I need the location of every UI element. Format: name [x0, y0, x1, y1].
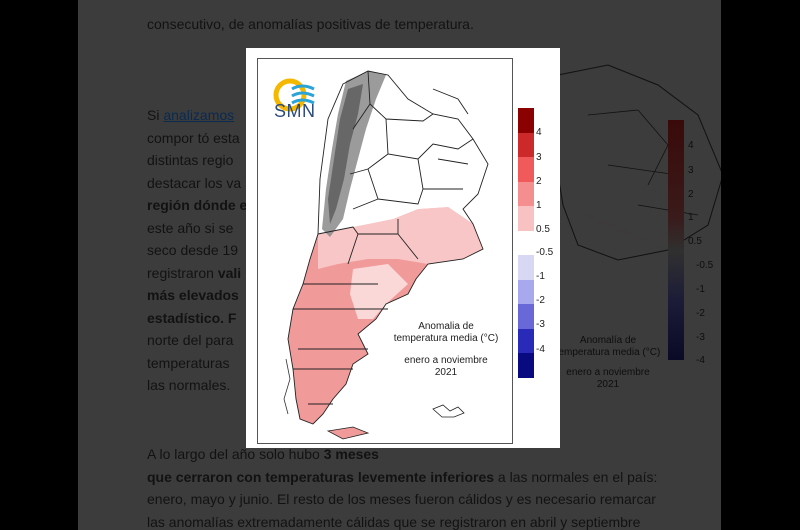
bg-legend-label: -0.5 — [696, 260, 714, 271]
legend-label: 1 — [536, 200, 542, 211]
province-borders — [287, 70, 489, 425]
legend-label: 3 — [536, 152, 542, 163]
article-line: consecutivo, de anomalías positivas de t… — [147, 16, 474, 32]
bg-legend-label: -1 — [696, 284, 705, 295]
image-lightbox[interactable]: SMN Anomalia de temperatura media (°C) e… — [246, 48, 560, 448]
article-line: este año si se — [147, 219, 234, 236]
legend-swatch — [518, 255, 534, 280]
map-caption: Anomalia de temperatura media (°C) enero… — [391, 321, 501, 379]
background-caption: Anomalía de temperatura media (°C) enero… — [548, 335, 668, 391]
legend-label: -2 — [536, 295, 545, 306]
bg-caption-line: enero a noviembre — [566, 367, 650, 378]
bg-legend-label: 3 — [688, 165, 694, 176]
bg-legend-label: -4 — [696, 355, 705, 366]
article-line: estadístico. F — [147, 309, 237, 326]
article-line-bold: 3 meses — [323, 446, 379, 462]
bg-legend-label: 2 — [688, 189, 694, 200]
light-anomaly-region — [318, 207, 483, 269]
bg-legend-label: 4 — [688, 140, 694, 151]
legend-label: 0.5 — [536, 224, 550, 235]
article-line: compor tó esta — [147, 129, 240, 146]
legend-swatch — [518, 328, 534, 353]
legend-swatch — [518, 108, 534, 133]
article-line: región dónde e — [147, 197, 248, 213]
article-line: temperaturas — [147, 354, 230, 371]
bg-legend-label: -2 — [696, 308, 705, 319]
article-line: más elevados — [147, 287, 239, 303]
article-paragraph-2: A lo largo del año solo hubo 3 meses que… — [147, 443, 707, 530]
article-line: A lo largo del año solo hubo — [147, 446, 324, 462]
bg-caption-line: 2021 — [596, 379, 620, 390]
tierra-del-fuego — [326, 426, 370, 440]
legend-label: 4 — [536, 127, 542, 138]
smn-logo-text: SMN — [274, 101, 316, 121]
article-line: a las normales en el país: — [494, 468, 658, 485]
caption-line: Anomalia de — [418, 321, 474, 332]
article-line: destacar los va — [147, 174, 242, 191]
article-line-bold: vali — [217, 264, 242, 281]
background-legend: 4 3 2 1 0.5 -0.5 -1 -2 -3 -4 — [668, 120, 721, 390]
article-line: enero, mayo y junio. El resto de los mes… — [147, 491, 656, 507]
color-legend — [518, 108, 534, 378]
argentina-anomaly-map — [283, 70, 489, 440]
analizamos-link[interactable]: analizamos — [163, 107, 235, 123]
legend-swatch — [518, 230, 534, 255]
anomaly-map-frame: SMN Anomalia de temperatura media (°C) e… — [257, 58, 513, 444]
bg-caption-line: Anomalía de — [579, 335, 637, 346]
andes-relief — [328, 84, 363, 224]
legend-label: -3 — [536, 319, 545, 330]
article-line: las normales. — [147, 377, 231, 393]
legend-swatch — [518, 181, 534, 206]
smn-logo-icon — [273, 78, 315, 112]
chile-coast — [283, 358, 291, 415]
article-line: seco desde 19 — [147, 242, 239, 258]
article-line-bold: que cerraron con temperaturas levemente … — [147, 468, 495, 485]
legend-label: -4 — [536, 344, 545, 355]
article-line: registraron — [147, 264, 218, 281]
caption-line: temperatura media (°C) — [393, 333, 499, 344]
legend-swatch — [518, 279, 534, 304]
caption-line: 2021 — [434, 367, 458, 378]
light-anomaly-region — [350, 264, 408, 319]
bg-caption-line: temperatura media (°C) — [555, 347, 661, 358]
bg-legend-label: 1 — [688, 212, 694, 223]
legend-swatch — [518, 157, 534, 182]
bg-legend-label: 0.5 — [688, 236, 702, 247]
background-map — [552, 64, 721, 261]
legend-label: 2 — [536, 176, 542, 187]
legend-swatch — [518, 206, 534, 231]
article-text-top: consecutivo, de anomalías positivas de t… — [147, 13, 707, 36]
bg-legend-label: -3 — [696, 332, 705, 343]
legend-swatch — [518, 132, 534, 157]
caption-line: enero a noviembre — [404, 355, 488, 366]
article-paragraph-1: Si analizamos compor tó esta distintas r… — [147, 104, 707, 397]
malvinas-islands — [432, 404, 465, 418]
article-line: Si — [147, 107, 164, 123]
legend-label: -1 — [536, 271, 545, 282]
article-line: norte del para — [147, 332, 234, 348]
legend-swatch — [518, 304, 534, 329]
article-line: las anomalías extremadamente cálidas que… — [147, 513, 641, 530]
legend-swatch — [518, 353, 534, 378]
article-line: distintas regio — [147, 152, 234, 168]
legend-label: -0.5 — [536, 247, 554, 258]
